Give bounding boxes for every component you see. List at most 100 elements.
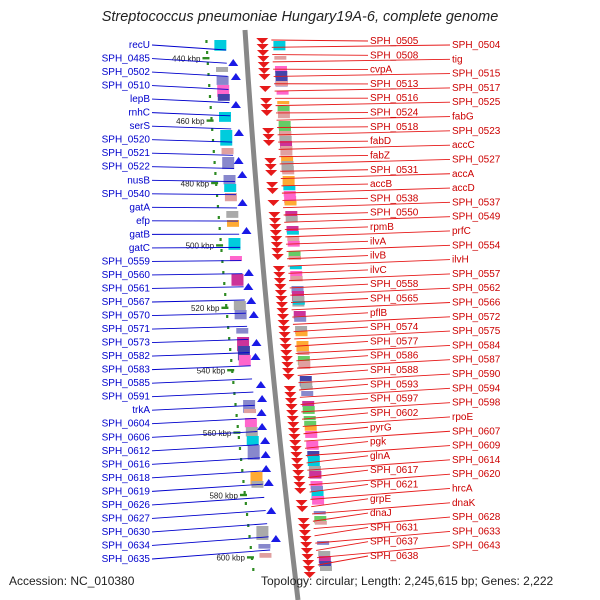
cog-block xyxy=(233,301,246,311)
leader-line xyxy=(151,260,242,262)
feature-label: SPH_0586 xyxy=(370,351,419,362)
leader-line xyxy=(151,71,228,77)
scale-dot xyxy=(206,51,209,54)
feature-label: SPH_0505 xyxy=(370,36,419,47)
scale-label: 480 kbp xyxy=(181,179,210,188)
leader-line xyxy=(287,255,369,260)
scale-label: 600 kbp xyxy=(216,554,245,563)
feature-label: fabD xyxy=(370,136,391,147)
cog-block xyxy=(318,556,331,564)
cog-block xyxy=(314,521,327,525)
plus-feature-arrow xyxy=(291,464,304,470)
cog-block xyxy=(302,406,315,414)
feature-label: SPH_0634 xyxy=(102,540,151,551)
leader-line xyxy=(151,404,255,411)
scale-dot xyxy=(230,359,233,362)
leader-line xyxy=(277,126,369,128)
cog-block xyxy=(293,311,306,319)
feature-label: recU xyxy=(129,40,150,51)
feature-label: SPH_0502 xyxy=(102,67,151,78)
feature-label: SPH_0643 xyxy=(452,541,501,552)
leader-line xyxy=(291,302,451,311)
scale-dot xyxy=(240,458,243,461)
cog-block xyxy=(285,211,298,217)
feature-label: SPH_0587 xyxy=(452,355,501,366)
scale-dot xyxy=(222,271,225,274)
cog-block xyxy=(226,211,239,218)
plus-feature-arrow xyxy=(280,350,293,356)
feature-label: SPH_0631 xyxy=(370,522,419,533)
scale-dot xyxy=(245,513,249,516)
plus-feature-arrow xyxy=(285,404,298,410)
scale-dot xyxy=(237,436,240,439)
plus-feature-arrow xyxy=(300,548,313,554)
leader-line xyxy=(275,101,451,107)
cog-block xyxy=(280,146,293,156)
feature-label: SPH_0558 xyxy=(370,279,419,290)
plus-feature-arrow xyxy=(260,98,273,104)
feature-label: SPH_0606 xyxy=(102,432,151,443)
leader-line xyxy=(309,484,369,493)
cog-block xyxy=(276,91,289,95)
plus-feature-arrow xyxy=(278,332,291,338)
feature-label: SPH_0560 xyxy=(102,270,151,281)
scale-dot xyxy=(205,40,208,43)
minus-feature-arrow xyxy=(256,409,267,416)
cog-block xyxy=(311,491,324,499)
leader-line xyxy=(151,523,268,533)
plus-feature-arrow xyxy=(262,134,275,140)
plus-feature-arrow xyxy=(289,440,302,446)
scale-dot xyxy=(208,95,212,98)
leader-line xyxy=(151,299,245,303)
feature-label: SPH_0618 xyxy=(102,473,151,484)
feature-label: SPH_0573 xyxy=(102,338,151,349)
scale-dot xyxy=(213,161,216,164)
feature-label: SPH_0517 xyxy=(452,83,501,94)
leader-line xyxy=(315,530,451,544)
cog-block xyxy=(300,381,313,388)
plus-feature-arrow xyxy=(289,446,302,452)
feature-label: trkA xyxy=(132,405,150,416)
plus-feature-arrow xyxy=(298,524,311,530)
leader-line xyxy=(151,444,259,452)
leader-line xyxy=(302,416,451,427)
feature-label: SPH_0508 xyxy=(370,50,419,61)
feature-label: gatC xyxy=(129,243,150,254)
leader-line xyxy=(307,459,451,471)
leader-line xyxy=(308,469,369,478)
cog-block xyxy=(256,526,269,540)
feature-label: SPH_0575 xyxy=(452,326,501,337)
plus-feature-arrow xyxy=(303,572,316,578)
feature-label: SPH_0524 xyxy=(370,108,419,119)
feature-label: SPH_0594 xyxy=(452,383,501,394)
scale-dot xyxy=(231,370,234,373)
cog-block xyxy=(219,112,232,122)
feature-label: SPH_0638 xyxy=(370,551,419,562)
plus-feature-arrow xyxy=(287,428,300,434)
feature-label: ilvA xyxy=(370,236,386,247)
plus-feature-arrow xyxy=(284,392,297,398)
leader-line xyxy=(295,344,451,354)
leader-line xyxy=(305,445,451,457)
leader-line xyxy=(151,166,235,169)
feature-label: SPH_0612 xyxy=(102,446,151,457)
leader-line xyxy=(280,169,369,172)
leader-line xyxy=(151,536,269,546)
plus-feature-arrow xyxy=(291,458,304,464)
scale-dot xyxy=(234,403,237,406)
leader-line xyxy=(292,316,451,325)
plus-feature-arrow xyxy=(283,386,296,392)
plus-feature-arrow xyxy=(300,542,313,548)
scale-dot xyxy=(214,172,217,175)
leader-line xyxy=(287,259,451,267)
plus-feature-arrow xyxy=(268,218,281,224)
feature-label: SPH_0540 xyxy=(102,189,151,200)
cog-block xyxy=(236,328,249,334)
minus-feature-arrow xyxy=(233,157,244,164)
cog-block xyxy=(277,106,290,113)
feature-label: fabZ xyxy=(370,150,390,161)
leader-line xyxy=(151,246,241,249)
leader-line xyxy=(274,87,451,92)
minus-feature-arrow xyxy=(251,339,262,346)
feature-label: SPH_0588 xyxy=(370,365,419,376)
